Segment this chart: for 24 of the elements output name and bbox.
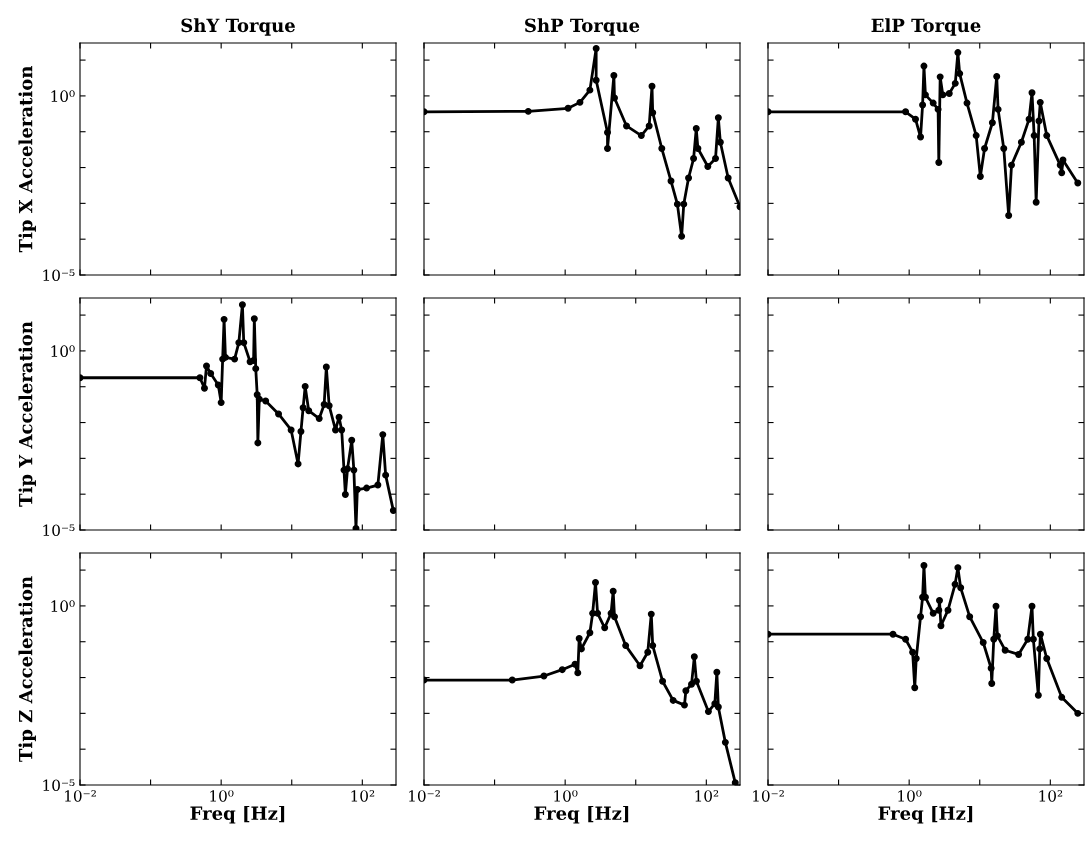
x-tick-label: 10⁰ [898,790,922,802]
chart-title: ShY Torque [181,18,295,36]
y-tick-label: 10⁻⁵ [43,779,75,792]
x-tick-label: 10² [1039,790,1063,802]
x-tick-label: 10⁻² [65,790,96,802]
chart-title: ShP Torque [525,18,640,36]
y-tick-label: 10⁰ [51,90,75,102]
x-tick-label: 10⁻² [753,790,784,802]
x-tick-label: 10² [351,790,375,802]
y-axis-title: Tip Y Acceleration [18,321,36,507]
chart-title: ElP Torque [871,18,981,36]
x-tick-label: 10⁻² [409,790,440,802]
x-tick-label: 10⁰ [554,790,578,802]
y-tick-label: 10⁰ [51,345,75,357]
y-tick-label: 10⁰ [51,600,75,612]
y-axis-title: Tip X Acceleration [18,65,36,253]
y-tick-label: 10⁻⁵ [43,524,75,537]
x-axis-title: Freq [Hz] [534,806,629,824]
y-axis-title: Tip Z Acceleration [18,576,36,762]
y-tick-label: 10⁻⁵ [43,269,75,282]
x-axis-title: Freq [Hz] [878,806,973,824]
x-tick-label: 10² [695,790,719,802]
x-tick-label: 10⁰ [210,790,234,802]
x-axis-title: Freq [Hz] [190,806,285,824]
